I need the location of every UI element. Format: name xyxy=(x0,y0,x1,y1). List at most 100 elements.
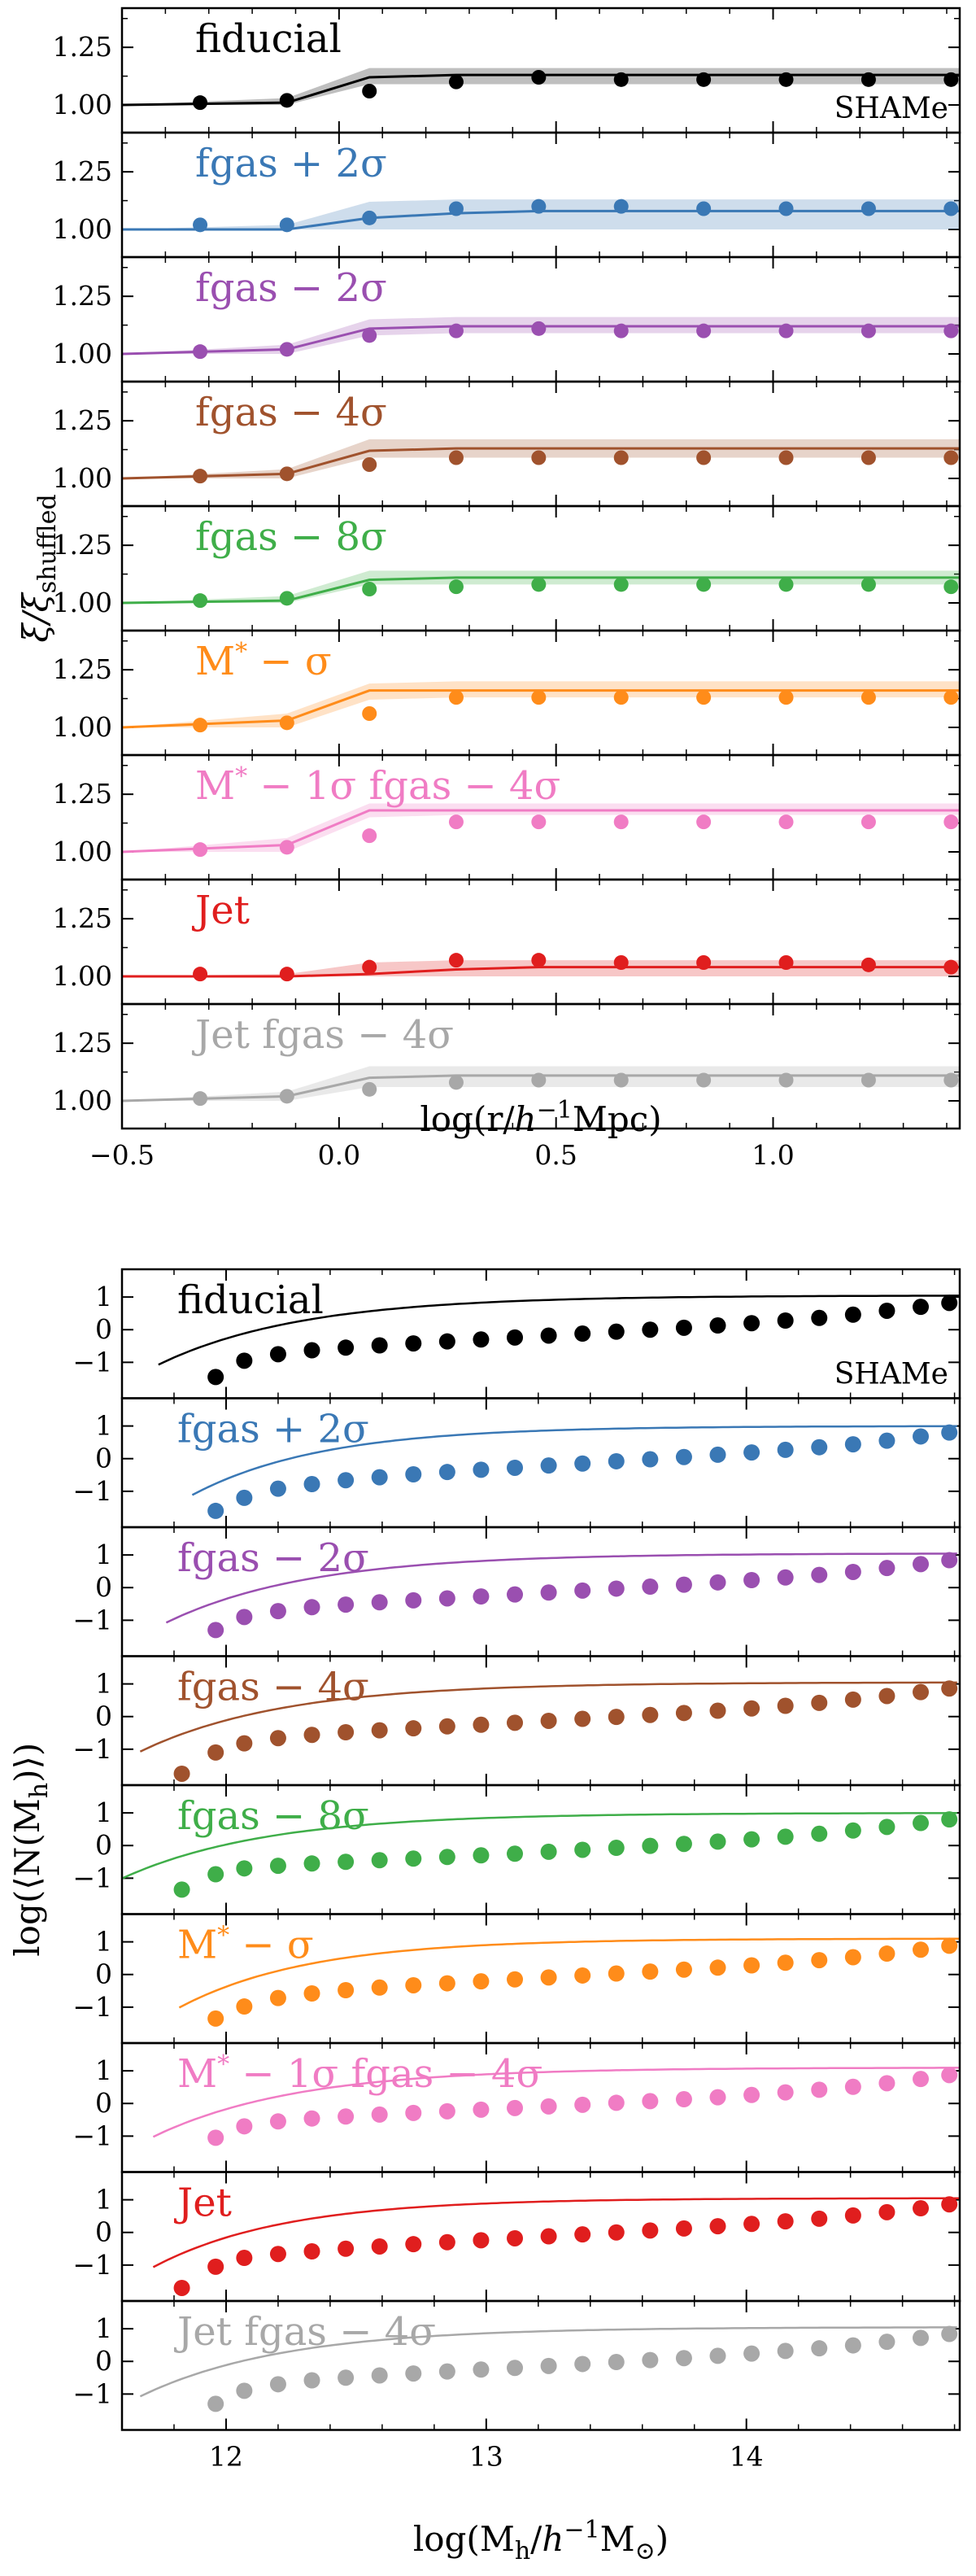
y-tick-label: 1.25 xyxy=(53,404,112,436)
panel-7: 1.00 1.25 M* − 1σ fgas − 4σ xyxy=(53,753,961,881)
data-point xyxy=(861,814,876,830)
data-point xyxy=(709,1446,726,1463)
y-tick-label: 1.00 xyxy=(53,1085,112,1116)
data-point xyxy=(777,1697,794,1714)
data-point xyxy=(236,2382,253,2399)
data-point xyxy=(207,2258,224,2275)
data-point xyxy=(861,577,876,592)
data-point xyxy=(193,718,208,733)
data-point xyxy=(448,579,464,595)
data-point xyxy=(531,577,547,592)
model-line xyxy=(122,1812,957,1880)
data-point xyxy=(531,1072,547,1088)
data-point xyxy=(269,2246,286,2263)
data-point xyxy=(371,2106,388,2123)
data-point xyxy=(778,1072,794,1088)
data-point xyxy=(913,2071,930,2088)
y-tick-label: −1 xyxy=(72,1733,112,1765)
data-point xyxy=(811,1309,828,1326)
data-point xyxy=(507,1845,524,1862)
panel-label: fiducial xyxy=(195,16,342,62)
panel-label: fgas − 8σ xyxy=(177,1793,369,1839)
data-point xyxy=(193,95,208,111)
data-point xyxy=(438,1849,455,1866)
data-point xyxy=(642,1321,659,1338)
data-point xyxy=(207,1502,224,1519)
data-point xyxy=(613,199,629,214)
data-point xyxy=(608,2354,625,2371)
data-point xyxy=(438,1333,455,1350)
data-point xyxy=(269,1989,286,2006)
data-point xyxy=(709,1833,726,1850)
data-point xyxy=(861,450,876,465)
y-tick-label: 1.25 xyxy=(53,778,112,810)
data-point xyxy=(743,2086,760,2103)
data-point xyxy=(279,591,294,606)
data-point xyxy=(608,1580,625,1597)
y-tick-label: 1.25 xyxy=(53,529,112,561)
data-point xyxy=(861,957,876,972)
data-point xyxy=(943,959,959,975)
data-point xyxy=(338,1723,355,1740)
data-point xyxy=(608,2224,625,2241)
data-point xyxy=(878,1818,895,1836)
data-point xyxy=(303,1342,320,1359)
data-point xyxy=(913,1941,930,1958)
data-point xyxy=(844,1691,861,1708)
data-point xyxy=(696,577,712,592)
data-point xyxy=(709,1317,726,1334)
data-point xyxy=(811,1566,828,1583)
data-point xyxy=(531,70,547,85)
data-point xyxy=(236,2250,253,2267)
x-tick-label: 14 xyxy=(730,2441,764,2473)
panel-label: fgas − 4σ xyxy=(177,1665,369,1710)
data-point xyxy=(448,74,464,90)
data-point xyxy=(574,1325,591,1343)
y-tick-label: −1 xyxy=(72,1604,112,1635)
data-point xyxy=(362,457,377,472)
data-point xyxy=(878,1945,895,1963)
data-point xyxy=(574,1967,591,1984)
data-point xyxy=(941,1937,958,1954)
data-point xyxy=(405,2236,422,2253)
data-point xyxy=(371,1979,388,1996)
data-point xyxy=(448,814,464,830)
data-point xyxy=(540,1327,557,1344)
data-point xyxy=(507,1329,524,1346)
data-point xyxy=(269,1858,286,1875)
data-point xyxy=(642,2093,659,2110)
data-point xyxy=(941,1680,958,1697)
data-point xyxy=(269,1480,286,1497)
data-point xyxy=(943,579,959,595)
data-point xyxy=(941,2067,958,2084)
data-point xyxy=(844,1436,861,1453)
data-point xyxy=(861,323,876,338)
x-tick-label: 13 xyxy=(469,2441,503,2473)
data-point xyxy=(608,2094,625,2111)
data-point xyxy=(236,1489,253,1506)
data-point xyxy=(531,953,547,968)
data-point xyxy=(338,1339,355,1356)
data-point xyxy=(696,814,712,830)
model-line xyxy=(191,1425,957,1496)
data-point xyxy=(743,1957,760,1974)
data-point xyxy=(303,2243,320,2260)
panel-4: 1.00 1.25 fgas − 4σ xyxy=(53,380,961,508)
data-point xyxy=(574,1841,591,1858)
data-point xyxy=(540,1969,557,1986)
data-point xyxy=(613,690,629,705)
model-line xyxy=(121,1074,960,1102)
data-point xyxy=(878,1560,895,1577)
data-point xyxy=(473,1588,490,1605)
x-tick-label: 0.5 xyxy=(534,1139,577,1171)
panel-2: 1.00 1.25 fgas + 2σ xyxy=(53,131,961,259)
data-point xyxy=(362,210,377,225)
y-tick-label: −1 xyxy=(72,2249,112,2281)
data-point xyxy=(696,690,712,705)
y-tick-label: 1.00 xyxy=(53,89,112,120)
data-point xyxy=(743,1700,760,1717)
data-point xyxy=(279,715,294,731)
y-tick-label: 0 xyxy=(95,1958,112,1990)
